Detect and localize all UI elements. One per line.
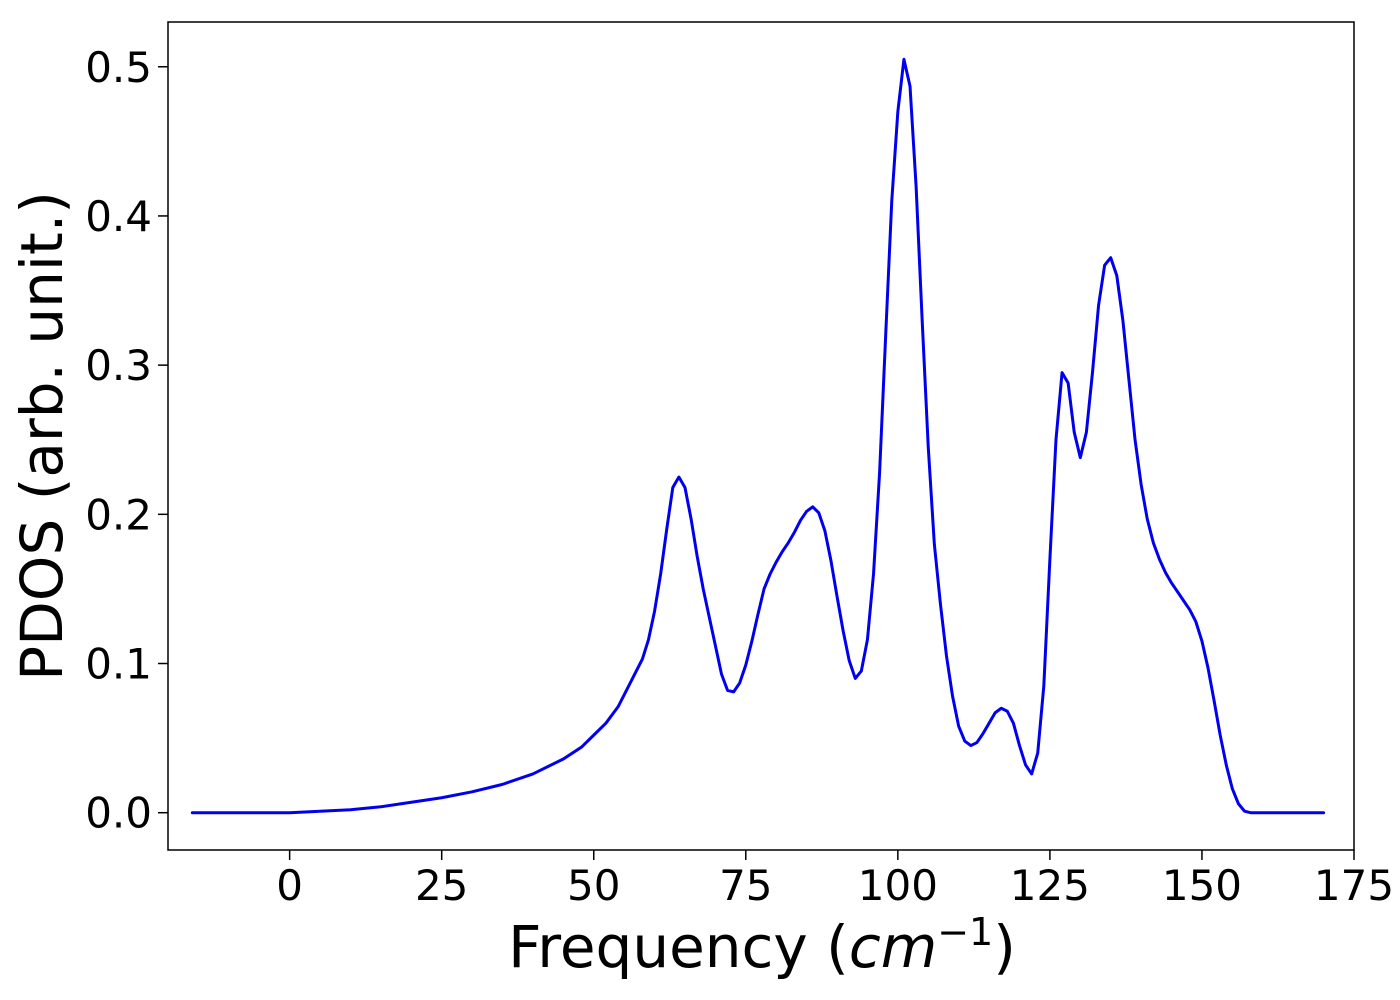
y-tick-label: 0.3 [85, 341, 152, 390]
pdos-series-line [190, 57, 1326, 815]
plot-area-frame [167, 21, 1355, 851]
x-tick-label: 75 [719, 861, 772, 910]
y-axis-label: PDOS (arb. unit.) [8, 191, 76, 681]
x-axis-label: Frequency (cm−1) [508, 910, 1016, 981]
x-tick-label: 100 [858, 861, 938, 910]
y-tick-label: 0.1 [85, 640, 152, 689]
y-tick-label: 0.2 [85, 490, 152, 539]
x-axis-label-close: ) [993, 913, 1016, 981]
x-tick-label: 125 [1010, 861, 1090, 910]
x-axis-ticks: 0 25 50 75 100 125 150 175 [276, 850, 1394, 910]
y-axis-ticks: 0.0 0.1 0.2 0.3 0.4 0.5 [85, 43, 168, 838]
x-tick-label: 0 [276, 861, 303, 910]
x-tick-label: 175 [1314, 861, 1394, 910]
x-axis-label-unit: cm [849, 913, 937, 981]
x-axis-label-exponent: −1 [937, 910, 993, 954]
x-tick-label: 150 [1162, 861, 1242, 910]
y-tick-label: 0.4 [85, 192, 152, 241]
y-tick-label: 0.5 [85, 43, 152, 92]
x-tick-label: 25 [415, 861, 468, 910]
x-axis-label-main: Frequency ( [508, 913, 849, 981]
y-tick-label: 0.0 [85, 789, 152, 838]
x-tick-label: 50 [567, 861, 620, 910]
